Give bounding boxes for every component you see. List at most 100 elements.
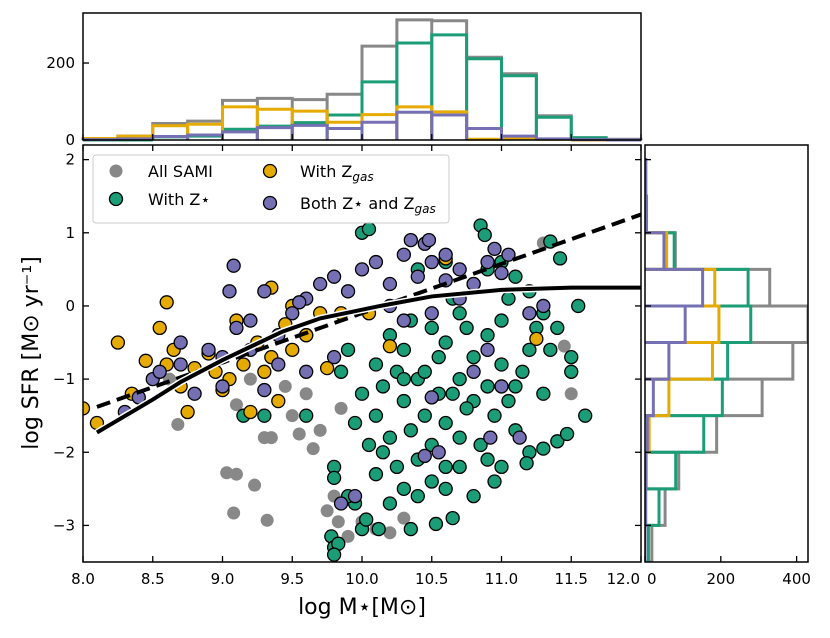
data-point-both [487, 241, 502, 257]
data-point-zstar [508, 269, 523, 284]
x-tick-label: 11.5 [555, 570, 588, 588]
data-point-all [227, 506, 241, 520]
legend-label-subscript: gas [414, 202, 435, 216]
data-point-zstar [410, 489, 425, 504]
data-point-both [494, 265, 509, 281]
data-point-both [326, 269, 342, 284]
data-point-both [173, 335, 188, 350]
data-point-all [285, 409, 299, 423]
data-point-zstar [536, 386, 551, 401]
data-point-zstar [382, 430, 398, 445]
right-hist-x-tick-label: 0 [647, 570, 657, 588]
data-point-zstar [494, 459, 509, 475]
data-point-both [382, 276, 398, 292]
data-point-zstar [361, 437, 377, 453]
data-point-zstar [564, 364, 579, 379]
data-point-all [383, 526, 397, 540]
data-point-both [417, 448, 432, 464]
x-tick-label: 10.0 [345, 570, 378, 588]
x-tick-label: 12.0 [607, 570, 640, 588]
data-point-zstar [508, 379, 523, 394]
legend-label-both: Both Z⋆ and Zgas [300, 194, 436, 216]
data-point-zstar [368, 357, 384, 372]
legend-label-text: With Z⋆ [148, 190, 210, 209]
top-hist-y-tick-label: 200 [46, 54, 75, 72]
right-hist-bars-zstar [645, 158, 753, 562]
top-hist-y-tick-label: 0 [65, 131, 75, 149]
data-point-both [466, 364, 481, 379]
data-point-both [215, 379, 230, 394]
data-point-both [292, 295, 307, 310]
data-point-zstar [452, 459, 467, 475]
data-point-zstar [326, 470, 342, 486]
legend-box [92, 154, 450, 224]
data-point-all [248, 478, 262, 492]
data-point-zstar [438, 481, 453, 496]
data-point-zstar [480, 452, 495, 467]
data-point-zstar [438, 415, 453, 431]
data-point-all [220, 466, 234, 480]
legend-label-subscript: gas [352, 170, 373, 184]
data-point-zgas [83, 401, 91, 416]
plot-area [83, 212, 641, 562]
data-point-both [271, 357, 286, 372]
data-point-zstar [333, 364, 349, 379]
data-point-zstar [326, 547, 342, 562]
fit-curve-solid [95, 285, 641, 435]
data-point-zstar [396, 342, 412, 357]
data-point-zgas [529, 331, 544, 347]
data-point-zstar [396, 481, 412, 496]
right-hist-x-tick-label: 200 [706, 570, 735, 588]
data-point-both [483, 430, 498, 445]
data-point-zstar [501, 393, 516, 409]
data-point-zstar [522, 342, 537, 357]
data-point-zstar [445, 510, 460, 526]
y-tick-label: −3 [53, 516, 75, 534]
data-point-both [424, 306, 439, 321]
data-point-both [480, 342, 495, 357]
data-point-all [171, 417, 185, 431]
x-tick-label: 8.0 [71, 570, 95, 588]
data-point-zstar [375, 379, 391, 394]
data-point-zstar [382, 496, 398, 511]
data-point-zstar [494, 357, 509, 372]
data-point-zstar [424, 474, 439, 489]
data-point-zgas [159, 295, 174, 310]
x-tick-label: 9.0 [211, 570, 235, 588]
data-point-both [368, 254, 384, 270]
data-point-zstar [417, 408, 432, 423]
data-point-both [257, 382, 272, 398]
x-axis-label: log M⋆[M⊙] [298, 595, 426, 620]
data-point-zstar [501, 291, 516, 306]
data-point-all [229, 398, 243, 412]
data-point-both [333, 496, 349, 511]
y-tick-label: −1 [53, 370, 75, 388]
data-point-zstar [550, 434, 565, 449]
data-point-zstar [543, 342, 558, 357]
data-point-all [292, 427, 306, 441]
data-point-zstar [396, 393, 412, 409]
data-point-zstar [403, 423, 418, 438]
data-point-both [354, 262, 370, 277]
legend-label-all: All SAMI [148, 162, 213, 181]
data-point-zstar [487, 474, 502, 489]
legend-marker-zgas [262, 163, 278, 179]
y-tick-label: 1 [65, 224, 75, 242]
data-point-zgas [152, 320, 167, 336]
data-point-all [320, 504, 334, 518]
data-point-zstar [487, 408, 502, 423]
data-point-zstar [354, 386, 370, 401]
data-point-both [226, 258, 241, 273]
x-tick-label: 10.5 [415, 570, 448, 588]
legend-label-text: All SAMI [148, 162, 213, 181]
data-point-zstar [536, 441, 551, 456]
data-point-both [312, 276, 328, 292]
y-axis-label: log SFR [M⊙ yr⁻¹] [19, 256, 44, 450]
data-point-zstar [424, 320, 439, 336]
data-point-both [410, 269, 425, 284]
data-point-zstar [452, 430, 467, 445]
data-point-zstar [480, 379, 495, 394]
data-point-zstar [340, 342, 356, 357]
